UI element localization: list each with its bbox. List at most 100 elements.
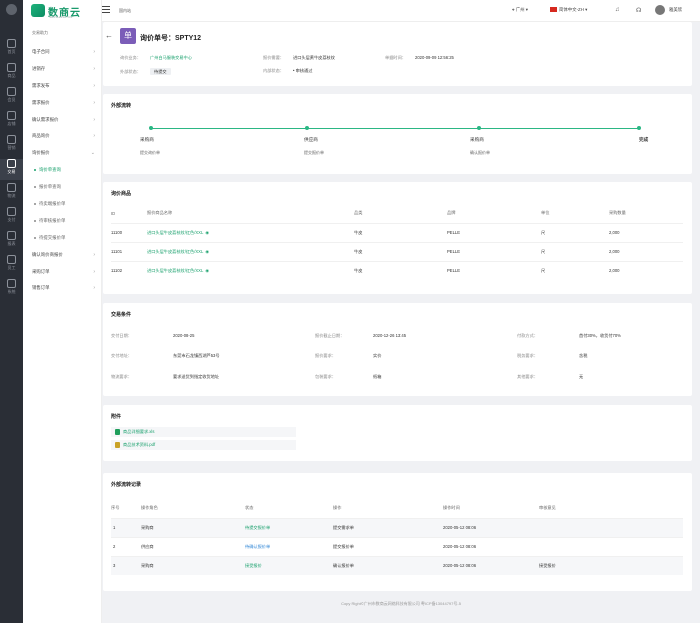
nav-item-label: 销售订单 — [32, 285, 50, 291]
product-link[interactable]: 进口头层牛皮荔枝纹/红色/XXL — [147, 267, 204, 273]
term-value: 首付30%，收货付70% — [579, 333, 621, 338]
top-bar: 国内站 ⌖ 广州 ▾ 简体中文-ZH ▾ ♫ ☊ 雅美欣 — [102, 0, 700, 22]
cell-no: 1 — [113, 525, 116, 530]
nav-item[interactable]: 确认需求报价 › — [23, 112, 102, 129]
app-logo-icon[interactable] — [6, 4, 17, 15]
module-icon — [7, 159, 16, 168]
rail-item[interactable]: 系统 — [0, 279, 23, 300]
nav-item-label: 询价报价 — [32, 150, 50, 156]
language-selector[interactable]: 简体中文-ZH ▾ — [550, 7, 587, 13]
flow-node — [305, 126, 309, 130]
flow-track — [151, 128, 639, 129]
rail-item[interactable]: 报表 — [0, 231, 23, 252]
nav-subitem[interactable]: 询价单查询 — [23, 162, 102, 179]
nav-item-label: 商品询价 — [32, 133, 50, 139]
rail-item[interactable]: 店铺 — [0, 111, 23, 132]
product-link[interactable]: 进口头层牛皮荔枝纹/红色/XXL — [147, 248, 204, 254]
language-label: 简体中文-ZH — [559, 7, 584, 12]
nav-subitem[interactable]: 报价单查询 — [23, 179, 102, 196]
column-header: 报价商品名称 — [147, 210, 173, 216]
file-name[interactable]: 商品详细要求.xls — [123, 429, 155, 434]
nav-subitem[interactable]: 待提交报价单 — [23, 230, 102, 247]
status-text: 接受报价 — [245, 562, 262, 568]
column-header: ID — [111, 210, 116, 216]
nav-item-label: 确认需求报价 — [32, 116, 59, 122]
eye-icon[interactable]: ◉ — [205, 229, 209, 235]
nav-subitem[interactable]: 待卖端报价单 — [23, 196, 102, 213]
term-value: 2020-12-26 13:45 — [373, 333, 407, 338]
cell-brand: PELLE — [447, 268, 461, 274]
sidebar-nav: 数商云 SHUSHANGYUN 交易助力 电子合同 › 进销存 › 需求发布 › 需求报价 ›… — [23, 0, 102, 623]
nav-item[interactable]: 询价报价 ⌄ — [23, 145, 102, 162]
flow-step-name: 完成 — [639, 137, 649, 142]
nav-item[interactable]: 需求发布 › — [23, 78, 102, 95]
section-title: 询价商品 — [111, 191, 132, 197]
chevron-icon: › — [93, 82, 95, 89]
bell-icon[interactable]: ♫ — [615, 7, 620, 13]
module-icon — [7, 111, 16, 120]
chevron-icon: › — [93, 268, 95, 275]
rail-item[interactable]: 支付 — [0, 207, 23, 228]
attachment-file[interactable]: 商品详细要求.xls — [111, 427, 296, 437]
term-label: 税务要求： — [517, 353, 538, 358]
bullet-icon — [34, 236, 36, 239]
module-icon — [7, 63, 16, 72]
module-icon — [7, 207, 16, 216]
cell-no: 2 — [113, 544, 116, 549]
product-link[interactable]: 进口头层牛皮荔枝纹/红色/XXL — [147, 229, 204, 235]
eye-icon[interactable]: ◉ — [205, 267, 209, 273]
nav-item[interactable]: 采购订单 › — [23, 264, 102, 281]
nav-subitem-label: 询价单查询 — [39, 167, 61, 173]
term-field: 交付日期： 2020-08-25 — [111, 333, 194, 339]
caret-down-icon: ▾ — [585, 7, 588, 12]
module-icon — [7, 183, 16, 192]
table-row: 11102 进口头层牛皮荔枝纹/红色/XXL ◉ 牛皮 PELLE 尺 2,000 — [111, 261, 683, 280]
rail-item[interactable]: 商品 — [0, 63, 23, 84]
rail-item[interactable]: 交易 — [0, 159, 23, 180]
cell-note: 接受报价 — [539, 562, 556, 568]
bullet-icon — [34, 219, 36, 222]
term-field: 物流要求： 要求送货到指定收货地址 — [111, 374, 219, 380]
eye-icon[interactable]: ◉ — [205, 248, 209, 254]
username[interactable]: 雅美欣 — [669, 7, 683, 12]
column-header: 序号 — [111, 505, 120, 511]
table-row: 11101 进口头层牛皮荔枝纹/红色/XXL ◉ 牛皮 PELLE 尺 2,000 — [111, 242, 683, 261]
attachment-file[interactable]: 商品技术资料.pdf — [111, 440, 296, 450]
records-table: 序号 操作角色 状态 操作 操作时间 审核意见 1 采购商 待提交报价单 提交需求单 2020-0… — [111, 499, 683, 575]
cell-category: 牛皮 — [354, 267, 363, 273]
cell-id: 11102 — [111, 268, 123, 274]
rail-item[interactable]: 员工 — [0, 255, 23, 276]
term-label: 报价要求： — [315, 353, 336, 358]
section-title: 外部流转 — [111, 103, 132, 109]
term-value: 含税 — [579, 353, 588, 358]
back-arrow-icon[interactable]: ← — [105, 31, 113, 40]
nav-item[interactable]: 商品询价 › — [23, 128, 102, 145]
nav-item[interactable]: 销售订单 › — [23, 280, 102, 297]
location-selector[interactable]: ⌖ 广州 ▾ — [512, 7, 528, 13]
field-quote-need: 报价需要： 进口头层黄牛皮荔枝纹 — [263, 55, 335, 60]
term-value: 纸箱 — [373, 374, 382, 379]
nav-list: 电子合同 › 进销存 › 需求发布 › 需求报价 › 确认需求报价 › 商品询价 › 询价报价 ⌄ 询价单查… — [23, 44, 102, 297]
rail-item[interactable]: 营销 — [0, 135, 23, 156]
menu-toggle-icon[interactable] — [102, 6, 110, 15]
rail-item[interactable]: 物流 — [0, 183, 23, 204]
nav-item[interactable]: 电子合同 › — [23, 44, 102, 61]
nav-item[interactable]: 确认询价商报价 › — [23, 247, 102, 264]
inquiry-goods-card: 询价商品 ID 报价商品名称 品类 品牌 单位 采购数量 11100 进口头层牛皮荔枝纹/红… — [103, 182, 692, 294]
headset-icon[interactable]: ☊ — [636, 8, 642, 14]
rail-item[interactable]: 会员 — [0, 87, 23, 108]
nav-subitem-label: 报价单查询 — [39, 184, 61, 190]
brand-logo[interactable]: 数商云 SHUSHANGYUN — [31, 3, 95, 21]
avatar[interactable] — [655, 5, 665, 15]
cell-unit: 尺 — [541, 267, 546, 273]
breadcrumb[interactable]: 国内站 — [119, 8, 131, 13]
rail-item[interactable]: 首页 — [0, 39, 23, 60]
file-name[interactable]: 商品技术资料.pdf — [123, 442, 156, 447]
cell-note — [539, 537, 683, 556]
column-header: 品牌 — [447, 210, 456, 216]
nav-subitem[interactable]: 待审核报价单 — [23, 213, 102, 230]
nav-item[interactable]: 需求报价 › — [23, 95, 102, 112]
cell-status: 待确认报价单 — [245, 537, 333, 556]
nav-item[interactable]: 进销存 › — [23, 61, 102, 78]
term-field: 交付地址： 东莞市石龙镇西湖芦53号 — [111, 353, 220, 359]
